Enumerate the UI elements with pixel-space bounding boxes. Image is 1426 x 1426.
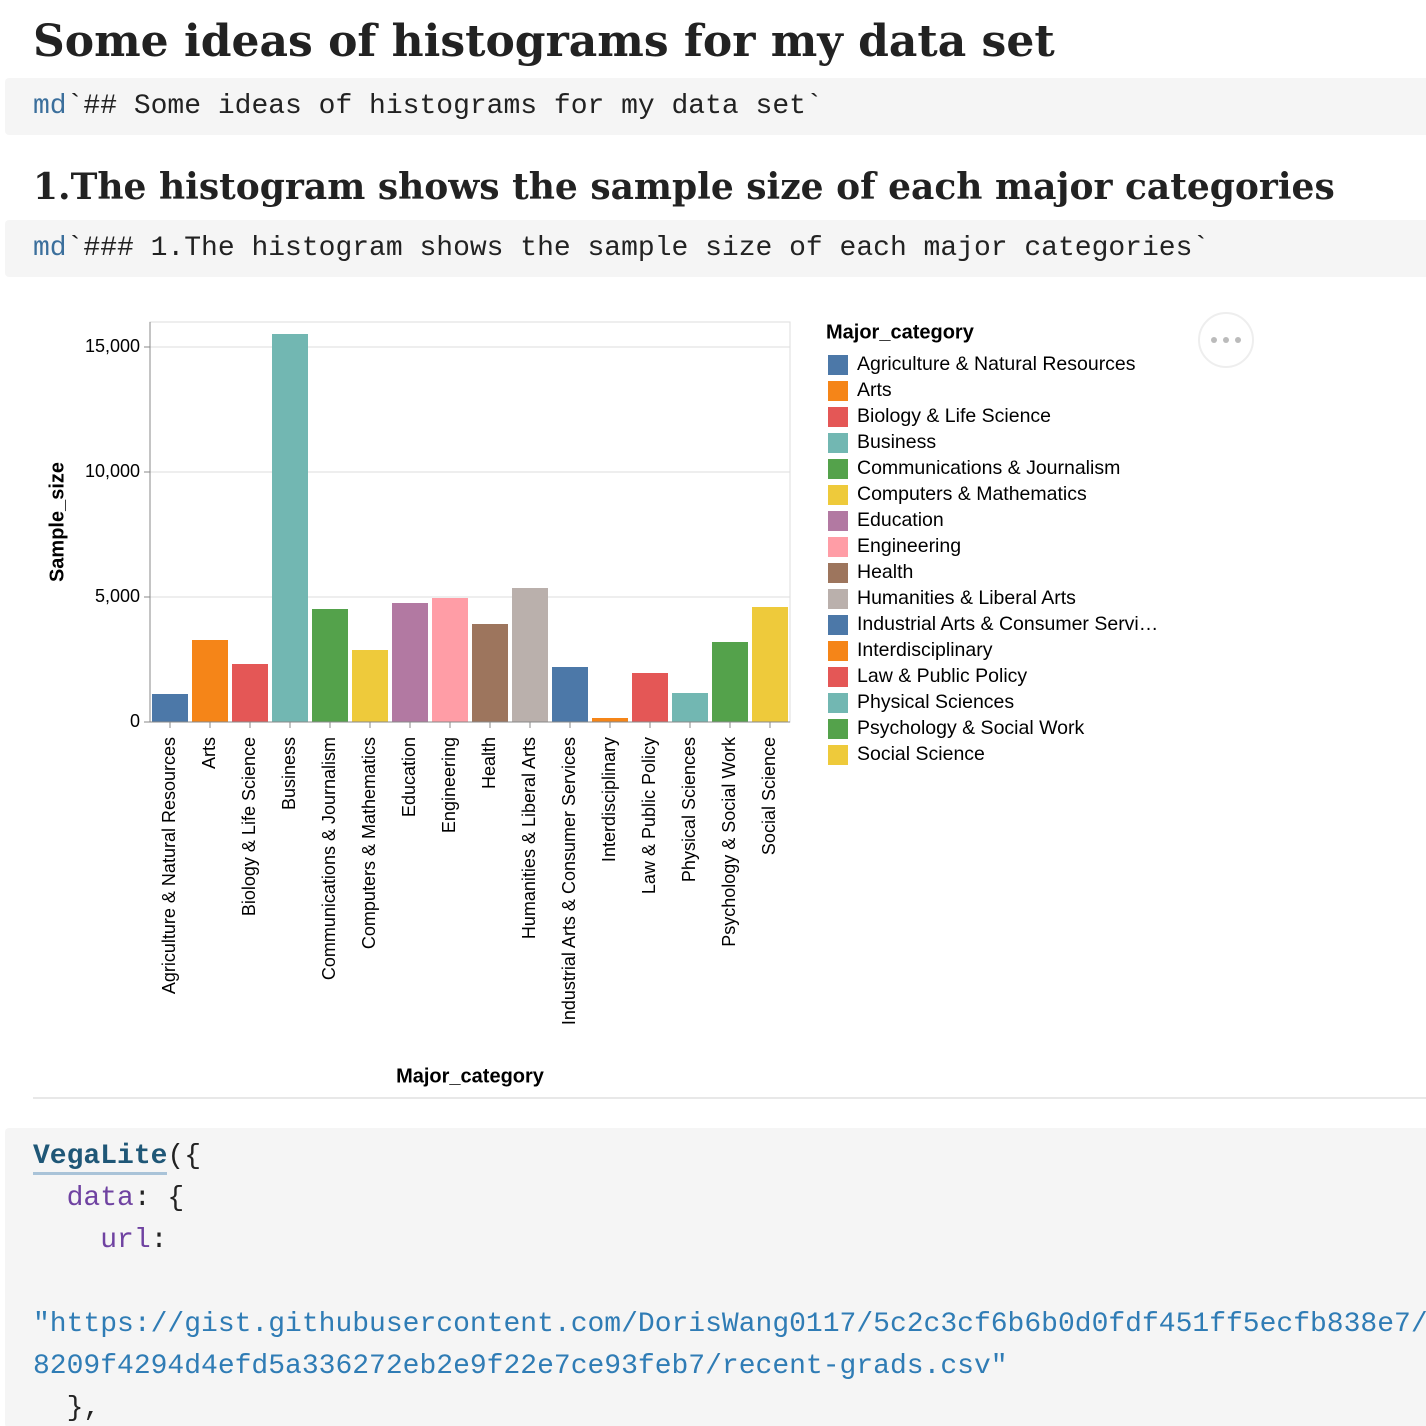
heading: Some ideas of histograms for my data set [33,16,1055,67]
bar [592,718,628,722]
code-token: : [150,1225,168,1256]
x-tick-label: Engineering [439,737,459,833]
x-tick-label: Industrial Arts & Consumer Services [559,737,579,1025]
bar [312,609,348,722]
legend-title: Major_category [826,321,975,343]
y-tick-label: 0 [130,711,140,731]
x-tick-label: Health [479,737,499,789]
code-token: }, [66,1393,101,1424]
legend-label: Computers & Mathematics [857,483,1087,505]
code-token: md [33,233,67,264]
bar [432,598,468,722]
legend-swatch [828,537,848,557]
legend-label: Physical Sciences [857,691,1014,713]
bar [752,607,788,722]
legend-label: Engineering [857,535,961,557]
bar [192,640,228,722]
legend-label: Communications & Journalism [857,457,1120,479]
bar [632,673,668,722]
code-token: `## Some ideas of histograms for my data… [66,91,823,122]
separator [33,1097,1426,1099]
bar [352,650,388,722]
legend-swatch [828,381,848,401]
legend-swatch [828,459,848,479]
menu-dot [1223,337,1229,343]
legend-swatch [828,719,848,739]
menu-dot [1235,337,1241,343]
x-tick-label: Biology & Life Science [239,737,259,916]
legend-swatch [828,667,848,687]
bar [512,588,548,722]
code-token: "https://gist.githubusercontent.com/Dori… [33,1309,1426,1340]
code-token: 8209f4294d4efd5a336272eb2e9f22e7ce93feb7… [33,1351,1008,1382]
legend-label: Biology & Life Science [857,405,1051,427]
heading: 1.The histogram shows the sample size of… [33,166,1335,208]
legend-label: Agriculture & Natural Resources [857,353,1136,375]
bar [472,624,508,722]
y-tick-label: 15,000 [85,336,140,356]
legend-swatch [828,641,848,661]
x-tick-label: Arts [199,737,219,769]
legend-label: Business [857,431,936,453]
legend-label: Education [857,509,944,531]
y-axis-title: Sample_size [46,462,68,582]
legend-label: Arts [857,379,892,401]
bar [712,642,748,722]
code-token: ({ [167,1141,202,1172]
plot-frame [149,321,791,723]
legend-label: Social Science [857,743,985,765]
legend-label: Health [857,561,913,583]
code-token: `### 1.The histogram shows the sample si… [66,233,1210,264]
legend-swatch [828,433,848,453]
x-tick-label: Business [279,737,299,810]
menu-dot [1211,337,1217,343]
legend-label: Industrial Arts & Consumer Servi… [857,613,1158,635]
legend-swatch [828,511,848,531]
legend-swatch [828,563,848,583]
legend-label: Humanities & Liberal Arts [857,587,1076,609]
y-tick-label: 10,000 [85,461,140,481]
x-tick-label: Agriculture & Natural Resources [159,737,179,994]
x-tick-label: Law & Public Policy [639,737,659,894]
legend-swatch [828,485,848,505]
legend-swatch [828,693,848,713]
code-token: md [33,91,67,122]
x-tick-label: Humanities & Liberal Arts [519,737,539,939]
x-tick-label: Social Science [759,737,779,855]
bar [152,694,188,722]
x-tick-label: Education [399,737,419,817]
code-cell[interactable]: md`### 1.The histogram shows the sample … [5,220,1426,277]
y-tick-label: 5,000 [95,586,140,606]
x-tick-label: Interdisciplinary [599,737,619,862]
x-tick-label: Communications & Journalism [319,737,339,980]
bar [672,693,708,722]
code-cell[interactable]: md`## Some ideas of histograms for my da… [5,78,1426,135]
x-tick-label: Physical Sciences [679,737,699,882]
legend-swatch [828,589,848,609]
legend-swatch [828,407,848,427]
bar [272,334,308,722]
x-axis-title: Major_category [396,1065,545,1087]
code-token: : { [133,1183,185,1214]
code-token: url [100,1225,151,1256]
legend-swatch [828,355,848,375]
x-tick-label: Psychology & Social Work [719,736,739,947]
code-token: data [66,1183,134,1214]
legend-label: Law & Public Policy [857,665,1027,687]
code-cell[interactable]: VegaLite({ data: { url: "https://gist.gi… [5,1128,1426,1426]
legend-label: Psychology & Social Work [857,717,1084,739]
x-tick-label: Computers & Mathematics [359,737,379,949]
legend-label: Interdisciplinary [857,639,993,661]
legend-swatch [828,745,848,765]
legend-swatch [828,615,848,635]
bar [552,667,588,722]
bar [232,664,268,722]
code-token: VegaLite [33,1141,168,1175]
bar [392,603,428,722]
chart: Sample_size Major_category Major_categor… [46,312,1254,1087]
